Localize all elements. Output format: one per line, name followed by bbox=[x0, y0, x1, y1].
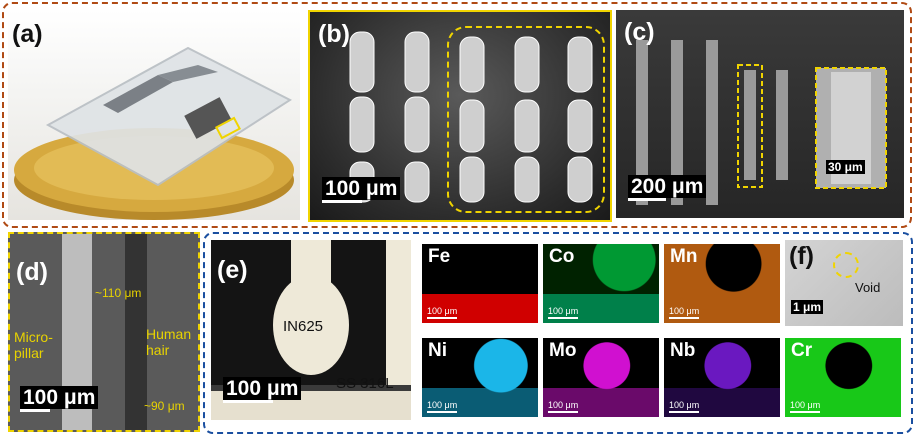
panel-b-scale-bar: 100 μm bbox=[322, 177, 401, 204]
panel-e-in625-label: IN625 bbox=[283, 318, 324, 335]
void-marker-circle bbox=[833, 252, 859, 278]
top-row-frame bbox=[2, 2, 912, 228]
panel-e-scale-text: 100 μm bbox=[223, 377, 302, 401]
panel-d-label: (d) bbox=[16, 258, 48, 286]
panel-d-dim-top: ~110 μm bbox=[95, 286, 142, 300]
panel-a-photo bbox=[8, 10, 300, 220]
eds-map-cr: Cr 100 μm bbox=[785, 338, 901, 417]
eds-element-label: Mn bbox=[670, 246, 698, 267]
eds-map-mn: Mn 100 μm bbox=[664, 244, 780, 323]
eds-scale-text: 100 μm bbox=[669, 400, 700, 410]
panel-d-scale-text: 100 μm bbox=[20, 386, 99, 410]
bottom-right-frame bbox=[203, 232, 913, 434]
eds-element-label: Cr bbox=[791, 340, 813, 361]
eds-scale-text: 100 μm bbox=[427, 400, 458, 410]
coin-with-device-illustration bbox=[14, 46, 294, 220]
panel-e-label: (e) bbox=[217, 256, 248, 284]
panel-f-scale-text: 1 μm bbox=[791, 300, 824, 314]
eds-map-nb: Nb 100 μm bbox=[664, 338, 780, 417]
panel-d-micropillar-label: Micro- pillar bbox=[14, 329, 53, 361]
eds-element-label: Mo bbox=[549, 340, 577, 361]
panel-c-sem-image: (c) 200 μm 30 μm bbox=[616, 10, 904, 218]
panel-c-label: (c) bbox=[624, 18, 655, 46]
panel-c-scale-text: 200 μm bbox=[628, 175, 707, 199]
eds-element-label: Ni bbox=[428, 340, 447, 361]
micropillar-array bbox=[349, 26, 605, 213]
panel-f-sem-image: (f) Void 1 μm bbox=[785, 240, 903, 326]
panel-f-label: (f) bbox=[789, 242, 814, 270]
eds-map-fe: Fe 100 μm bbox=[422, 244, 538, 323]
ss316l-in625-interface bbox=[211, 240, 411, 391]
panel-e-ss316l-label: SS 316L bbox=[336, 375, 394, 392]
eds-map-ni: Ni 100 μm bbox=[422, 338, 538, 417]
panel-e-optical-image: (e) IN625 SS 316L 100 μm bbox=[211, 240, 411, 420]
panel-b-scale-text: 100 μm bbox=[322, 177, 401, 201]
panel-d-scale-bar: 100 μm bbox=[20, 386, 99, 413]
eds-scale-text: 100 μm bbox=[548, 400, 579, 410]
panel-e-scale-bar: 100 μm bbox=[223, 377, 302, 404]
cross-section-pillars bbox=[636, 40, 887, 205]
eds-map-co: Co 100 μm bbox=[543, 244, 659, 323]
eds-scale-text: 100 μm bbox=[790, 400, 821, 410]
panel-f-scale-bar: 1 μm bbox=[791, 300, 824, 314]
eds-scale-text: 100 μm bbox=[669, 306, 700, 316]
eds-element-label: Co bbox=[549, 246, 575, 267]
eds-map-mo: Mo 100 μm bbox=[543, 338, 659, 417]
panel-d-sem-image: (d) ~110 μm Micro- pillar Human hair ~90… bbox=[8, 232, 200, 432]
eds-scale-text: 100 μm bbox=[427, 306, 458, 316]
panel-a-label: (a) bbox=[12, 20, 43, 48]
panel-c-inset-scale: 30 μm bbox=[826, 160, 865, 174]
panel-c-scale-bar: 200 μm bbox=[628, 175, 707, 202]
panel-d-dim-bottom: ~90 μm bbox=[144, 399, 185, 413]
panel-f-void-label: Void bbox=[855, 280, 881, 295]
eds-scale-text: 100 μm bbox=[548, 306, 579, 316]
panel-b-label: (b) bbox=[318, 20, 350, 48]
panel-b-sem-image: (b) 100 μm bbox=[308, 10, 612, 222]
eds-element-label: Fe bbox=[428, 246, 451, 267]
panel-d-hair-label: Human hair bbox=[146, 326, 192, 358]
eds-element-label: Nb bbox=[670, 340, 696, 361]
